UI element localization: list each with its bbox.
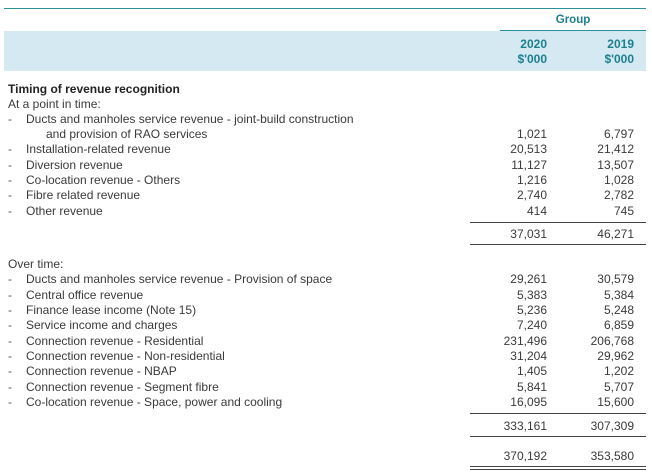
value-2019: 5,248 [603,303,634,317]
bullet-dash: - [8,173,12,187]
value-2020: 16,095 [510,395,547,409]
row-label: Diversion revenue [26,158,123,172]
value-2019: 5,384 [603,288,634,302]
group-rule [500,30,646,31]
value-2020: 5,383 [516,288,547,302]
subtotal-rule [470,222,646,223]
value-2020: 29,261 [510,272,547,286]
bullet-dash: - [8,204,12,218]
unit-2019: $'000 [604,52,634,66]
value-2019: 21,412 [597,142,634,156]
row-label: Service income and charges [26,318,178,332]
total-double-underline [470,469,646,470]
value-2019: 29,962 [597,349,634,363]
unit-2020: $'000 [517,52,547,66]
value-2020: 1,216 [516,173,547,187]
bullet-dash: - [8,349,12,363]
value-2020: 231,496 [503,334,547,348]
value-2020: 7,240 [516,318,547,332]
value-2019: 6,797 [603,127,634,141]
value-2020: 20,513 [510,142,547,156]
value-2019: 1,202 [603,364,634,378]
value-2019: 13,507 [597,158,634,172]
year-2020: 2020 [520,37,547,51]
over-time-label: Over time: [8,257,64,271]
value-2019: 206,768 [590,334,634,348]
bullet-dash: - [8,364,12,378]
value-2019: 5,707 [603,380,634,394]
bullet-dash: - [8,380,12,394]
row-label: Other revenue [26,204,103,218]
value-2019: 2,782 [603,188,634,202]
bullet-dash: - [8,142,12,156]
bullet-dash: - [8,334,12,348]
row-label: Installation-related revenue [26,142,171,156]
row-label: Connection revenue - Non-residential [26,349,225,363]
row-label: Ducts and manholes service revenue - joi… [26,112,354,126]
row-label: Connection revenue - Residential [26,334,204,348]
value-2019: 1,028 [603,173,634,187]
row-label-continued: and provision of RAO services [46,127,208,141]
column-header-2019: 2019 $'000 [604,37,634,67]
bullet-dash: - [8,395,12,409]
row-label: Co-location revenue - Space, power and c… [26,395,283,409]
column-header-band [4,31,646,71]
subtotal-rule [470,413,646,414]
value-2019: 15,600 [597,395,634,409]
value-2020: 2,740 [516,188,547,202]
subtotal-2020: 37,031 [510,227,547,241]
total-underline [470,466,646,467]
row-label: Ducts and manholes service revenue - Pro… [26,272,333,286]
value-2020: 1,405 [516,364,547,378]
bullet-dash: - [8,288,12,302]
bullet-dash: - [8,158,12,172]
row-label: Connection revenue - Segment fibre [26,380,219,394]
value-2020: 11,127 [511,158,547,172]
year-2019: 2019 [607,37,634,51]
bullet-dash: - [8,318,12,332]
subtotal-underline [470,436,646,437]
subtotal-2020: 333,161 [503,419,547,433]
value-2019: 6,859 [603,318,634,332]
subtotal-underline [470,244,646,245]
subtotal-2019: 307,309 [590,419,634,433]
bullet-dash: - [8,303,12,317]
row-label: Connection revenue - NBAP [26,364,177,378]
value-2020: 1,021 [516,127,547,141]
subtotal-2019: 46,271 [597,227,634,241]
total-2020: 370,192 [503,449,547,463]
section-title: Timing of revenue recognition [8,82,180,96]
row-label: Central office revenue [26,288,144,302]
bullet-dash: - [8,188,12,202]
column-header-2020: 2020 $'000 [517,37,547,67]
value-2019: 30,579 [597,272,634,286]
bullet-dash: - [8,272,12,286]
bullet-dash: - [8,112,12,126]
row-label: Fibre related revenue [26,188,141,202]
group-heading: Group [555,14,591,26]
row-label: Finance lease income (Note 15) [26,303,197,317]
value-2020: 5,236 [516,303,547,317]
value-2020: 31,204 [510,349,547,363]
value-2019: 745 [613,204,634,218]
value-2020: 5,841 [516,380,547,394]
value-2020: 414 [526,204,547,218]
point-in-time-label: At a point in time: [8,97,101,111]
total-2019: 353,580 [590,449,634,463]
top-rule [4,8,646,9]
row-label: Co-location revenue - Others [26,173,181,187]
